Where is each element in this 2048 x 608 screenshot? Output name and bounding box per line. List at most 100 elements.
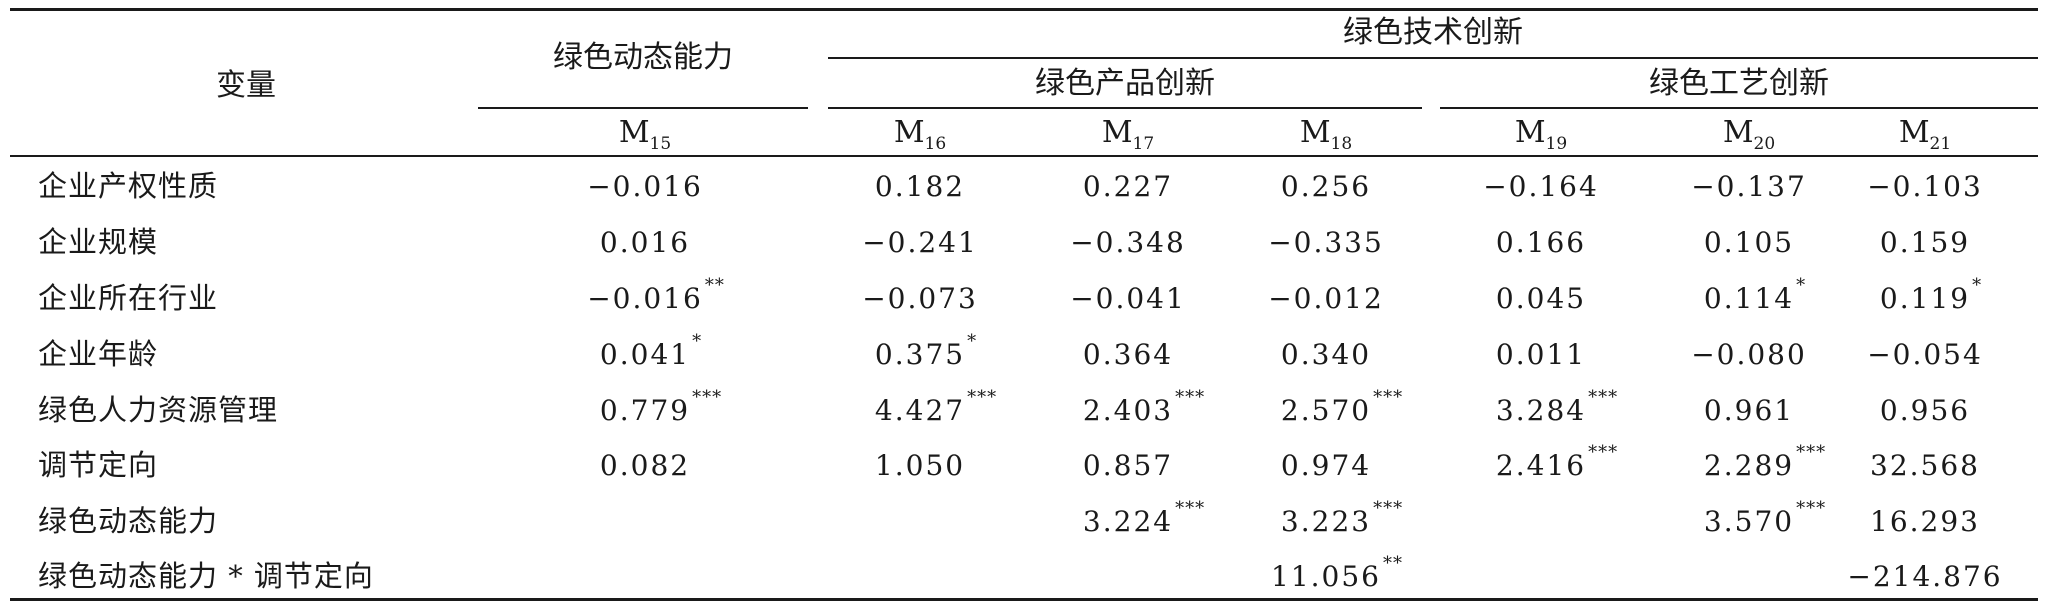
cell-value: −0.348	[1070, 226, 1186, 259]
cell-value: 0.256	[1280, 170, 1372, 203]
model-subscript: 16	[924, 134, 947, 154]
row-label: 企业所在行业	[38, 281, 219, 315]
table-cell: 0.041 *	[599, 333, 701, 371]
model-letter: M	[1101, 115, 1133, 150]
cell-value: 1.050	[874, 449, 966, 482]
cell-value: 3.224	[1082, 505, 1174, 538]
cell-value: 0.159	[1879, 226, 1971, 259]
table-cell: −0.041	[1070, 285, 1186, 313]
table-cell: −0.164	[1483, 173, 1599, 201]
significance-stars: **	[1382, 553, 1403, 574]
model-letter: M	[1514, 115, 1546, 150]
table-cell: −0.335	[1268, 229, 1384, 257]
table-cell: 0.375 *	[874, 333, 976, 371]
cell-value: 0.182	[874, 170, 966, 203]
cell-value: −0.012	[1268, 282, 1384, 315]
model-letter: M	[1898, 115, 1930, 150]
table-cell: 2.416 ***	[1496, 444, 1617, 480]
cell-value: 0.364	[1082, 338, 1174, 371]
table-cell: −214.876	[1847, 563, 2002, 591]
table-cell: 0.256	[1281, 173, 1371, 201]
model-header-20: M20	[1723, 118, 1775, 153]
model-letter: M	[893, 115, 925, 150]
cell-value: −0.080	[1691, 338, 1807, 371]
cell-value: 0.375	[874, 338, 966, 371]
significance-stars: ***	[1373, 387, 1404, 408]
table-cell: −0.054	[1867, 341, 1983, 369]
cell-value: 0.016	[599, 226, 691, 259]
table-cell: 2.570 ***	[1280, 389, 1402, 427]
table-cell: 0.114 *	[1704, 277, 1805, 313]
cell-value: −0.073	[862, 282, 978, 315]
table-cell: 4.427 ***	[874, 389, 996, 427]
cell-value: 0.956	[1879, 394, 1971, 427]
cell-value: 3.223	[1280, 505, 1372, 538]
table-cell: −0.103	[1867, 173, 1983, 201]
header-green-dynamic-capability: 绿色动态能力	[553, 40, 733, 75]
table-cell: 0.961	[1704, 397, 1794, 425]
model-header-16: M16	[894, 118, 946, 153]
table-cell: 2.403 ***	[1082, 389, 1204, 427]
cell-value: 0.779	[599, 394, 691, 427]
cell-value: −0.103	[1867, 170, 1983, 203]
model-header-19: M19	[1515, 118, 1567, 153]
top-rule	[10, 8, 2038, 11]
significance-stars: ***	[967, 387, 998, 408]
cell-value: 0.082	[599, 449, 691, 482]
cell-value: 2.570	[1280, 394, 1372, 427]
cell-value: 0.011	[1495, 338, 1587, 371]
cell-value: −0.054	[1867, 338, 1983, 371]
cell-value: 0.961	[1703, 394, 1795, 427]
model-header-18: M18	[1300, 118, 1352, 153]
significance-stars: ***	[1175, 498, 1206, 519]
cell-value: 0.857	[1082, 449, 1174, 482]
header-green-technology-innovation: 绿色技术创新	[1343, 15, 1523, 50]
table-cell: 0.227	[1083, 173, 1173, 201]
table-cell: 0.364	[1083, 341, 1173, 369]
cell-value: 0.041	[599, 338, 691, 371]
model-subscript: 21	[1929, 134, 1952, 154]
cell-value: 2.403	[1082, 394, 1174, 427]
model-letter: M	[1299, 115, 1331, 150]
table-cell: −0.016 **	[587, 277, 724, 315]
header-variable: 变量	[216, 68, 276, 103]
row-label: 企业产权性质	[38, 169, 219, 203]
table-cell: −0.348	[1070, 229, 1186, 257]
header-bottom-rule	[10, 155, 2038, 157]
table-cell: 0.105	[1704, 229, 1794, 257]
row-label: 调节定向	[38, 448, 159, 482]
table-cell: 0.857	[1083, 452, 1173, 480]
model-header-17: M17	[1102, 118, 1154, 153]
cell-value: −0.016	[587, 282, 703, 315]
cell-value: 4.427	[874, 394, 966, 427]
significance-stars: ***	[1588, 442, 1619, 463]
table-cell: 3.224 ***	[1082, 500, 1204, 538]
bottom-rule	[10, 598, 2038, 601]
cell-value: 2.289	[1703, 449, 1795, 482]
significance-stars: *	[967, 331, 978, 352]
significance-stars: *	[1972, 275, 1983, 296]
table-cell: 0.166	[1496, 229, 1586, 257]
row-label: 绿色人力资源管理	[38, 393, 279, 427]
significance-stars: ***	[1796, 442, 1827, 463]
table-cell: 0.779 ***	[599, 389, 721, 427]
product-underline	[828, 107, 1422, 109]
table-cell: 0.340	[1281, 341, 1371, 369]
significance-stars: ***	[692, 387, 723, 408]
cell-value: 3.284	[1495, 394, 1587, 427]
cell-value: 32.568	[1870, 449, 1980, 482]
significance-stars: ***	[1796, 498, 1827, 519]
cell-value: 0.974	[1280, 449, 1372, 482]
cell-value: 0.045	[1495, 282, 1587, 315]
cell-value: −0.241	[862, 226, 978, 259]
cell-value: 0.166	[1495, 226, 1587, 259]
cell-value: 0.227	[1082, 170, 1174, 203]
cell-value: 16.293	[1870, 505, 1980, 538]
table-cell: −0.137	[1691, 173, 1807, 201]
row-label: 企业年龄	[38, 337, 159, 371]
row-label: 绿色动态能力 * 调节定向	[38, 559, 374, 593]
model-subscript: 18	[1330, 134, 1353, 154]
model-letter: M	[618, 115, 650, 150]
table-cell: 32.568	[1870, 452, 1980, 480]
